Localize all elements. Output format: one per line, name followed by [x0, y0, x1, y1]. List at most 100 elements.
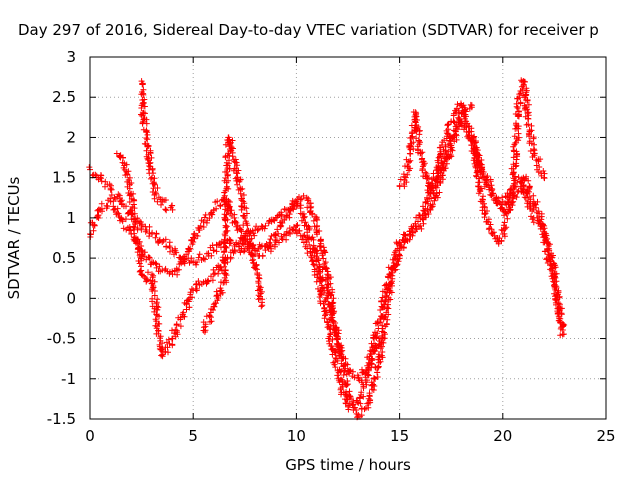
data-point-cluster — [159, 336, 176, 360]
data-point-cluster — [508, 95, 524, 187]
data-point — [396, 247, 403, 254]
data-point-cluster — [139, 109, 152, 150]
data-point — [258, 303, 265, 310]
data-point-cluster — [210, 262, 228, 277]
data-point — [293, 222, 300, 229]
data-point-cluster — [200, 303, 218, 335]
data-point-cluster — [159, 196, 176, 214]
x-axis-label: GPS time / hours — [285, 456, 411, 474]
data-point-cluster — [314, 256, 332, 301]
data-points — [86, 77, 568, 421]
y-tick-label: 3 — [66, 48, 76, 66]
data-point — [210, 247, 217, 254]
data-point-cluster — [261, 216, 278, 232]
data-point-cluster — [138, 271, 150, 284]
x-tick-label: 20 — [493, 427, 512, 445]
x-axis-tick-labels: 0 5 10 15 20 25 — [85, 427, 615, 445]
x-tick-label: 0 — [85, 427, 95, 445]
y-tick-label: 0 — [66, 289, 76, 307]
y-tick-label: 2.5 — [52, 88, 76, 106]
data-point-cluster — [304, 223, 321, 260]
data-point-cluster — [169, 313, 188, 342]
data-point — [262, 222, 269, 229]
series-track-f — [396, 101, 475, 197]
data-point — [303, 194, 310, 201]
y-tick-label: 1.5 — [52, 169, 76, 187]
data-point-cluster — [477, 198, 498, 239]
data-point-cluster — [188, 217, 207, 244]
data-point-cluster — [450, 100, 464, 125]
data-point-cluster — [224, 137, 239, 166]
data-point-cluster — [426, 169, 446, 197]
data-point-cluster — [201, 209, 216, 226]
y-tick-label: -0.5 — [47, 330, 76, 348]
data-point-cluster — [385, 245, 403, 296]
data-point-cluster — [518, 180, 537, 223]
data-point-cluster — [522, 109, 538, 157]
data-point-cluster — [274, 206, 288, 221]
y-tick-label: -1 — [61, 370, 76, 388]
data-point — [559, 323, 566, 330]
y-axis-label: SDTVAR / TECUs — [5, 176, 23, 299]
series-track-d — [138, 78, 176, 214]
data-point-cluster — [304, 195, 321, 230]
data-point-cluster — [192, 278, 205, 294]
data-point-cluster — [153, 328, 166, 359]
data-point-cluster — [355, 361, 373, 384]
data-point — [406, 150, 413, 157]
data-point-cluster — [313, 274, 333, 325]
data-point — [159, 239, 166, 246]
x-tick-label: 5 — [188, 427, 198, 445]
data-point-cluster — [147, 274, 163, 332]
data-point — [200, 218, 207, 225]
x-tick-label: 10 — [287, 427, 306, 445]
y-axis-tick-labels: -1.5 -1 -0.5 0 0.5 1 1.5 2 2.5 3 — [47, 48, 76, 428]
data-point-cluster — [408, 212, 423, 239]
data-point-cluster — [498, 185, 517, 240]
data-point-cluster — [142, 141, 157, 177]
data-point-cluster — [110, 198, 125, 222]
data-point-cluster — [219, 134, 234, 286]
data-point-cluster — [446, 109, 466, 141]
data-point — [375, 335, 382, 342]
data-point-cluster — [98, 195, 114, 215]
data-point-cluster — [410, 109, 424, 157]
data-point — [541, 174, 548, 181]
data-point-cluster — [108, 186, 123, 204]
data-point — [231, 247, 238, 254]
data-point-cluster — [251, 261, 266, 309]
data-point — [324, 295, 331, 302]
data-point — [148, 174, 155, 181]
data-point-cluster — [364, 341, 384, 367]
data-point-cluster — [313, 223, 332, 279]
data-point-cluster — [396, 176, 410, 190]
data-point-cluster — [333, 332, 352, 377]
data-point-cluster — [118, 197, 133, 217]
data-point-cluster — [518, 77, 532, 113]
axis-ticks — [89, 56, 607, 420]
data-point-cluster — [477, 165, 497, 197]
data-point — [169, 206, 176, 213]
y-tick-label: 0.5 — [52, 249, 76, 267]
data-point-cluster — [418, 149, 435, 196]
series-track-g — [467, 77, 548, 247]
data-point — [237, 190, 244, 197]
data-point-cluster — [202, 270, 218, 287]
series-track-b — [87, 100, 567, 421]
data-point-cluster — [540, 230, 559, 281]
data-point — [541, 230, 548, 237]
data-point-cluster — [126, 190, 146, 279]
data-point — [107, 198, 114, 205]
data-point-cluster — [324, 321, 342, 376]
data-point — [148, 271, 155, 278]
data-point — [468, 102, 475, 109]
y-tick-label: 2 — [66, 128, 76, 146]
data-point-cluster — [283, 224, 299, 237]
data-point-cluster — [493, 235, 505, 245]
data-point-cluster — [529, 152, 548, 182]
data-point — [458, 110, 465, 117]
data-point-cluster — [238, 192, 250, 220]
data-point-cluster — [147, 259, 164, 275]
data-point-cluster — [149, 229, 163, 246]
plot-frame — [89, 56, 607, 420]
